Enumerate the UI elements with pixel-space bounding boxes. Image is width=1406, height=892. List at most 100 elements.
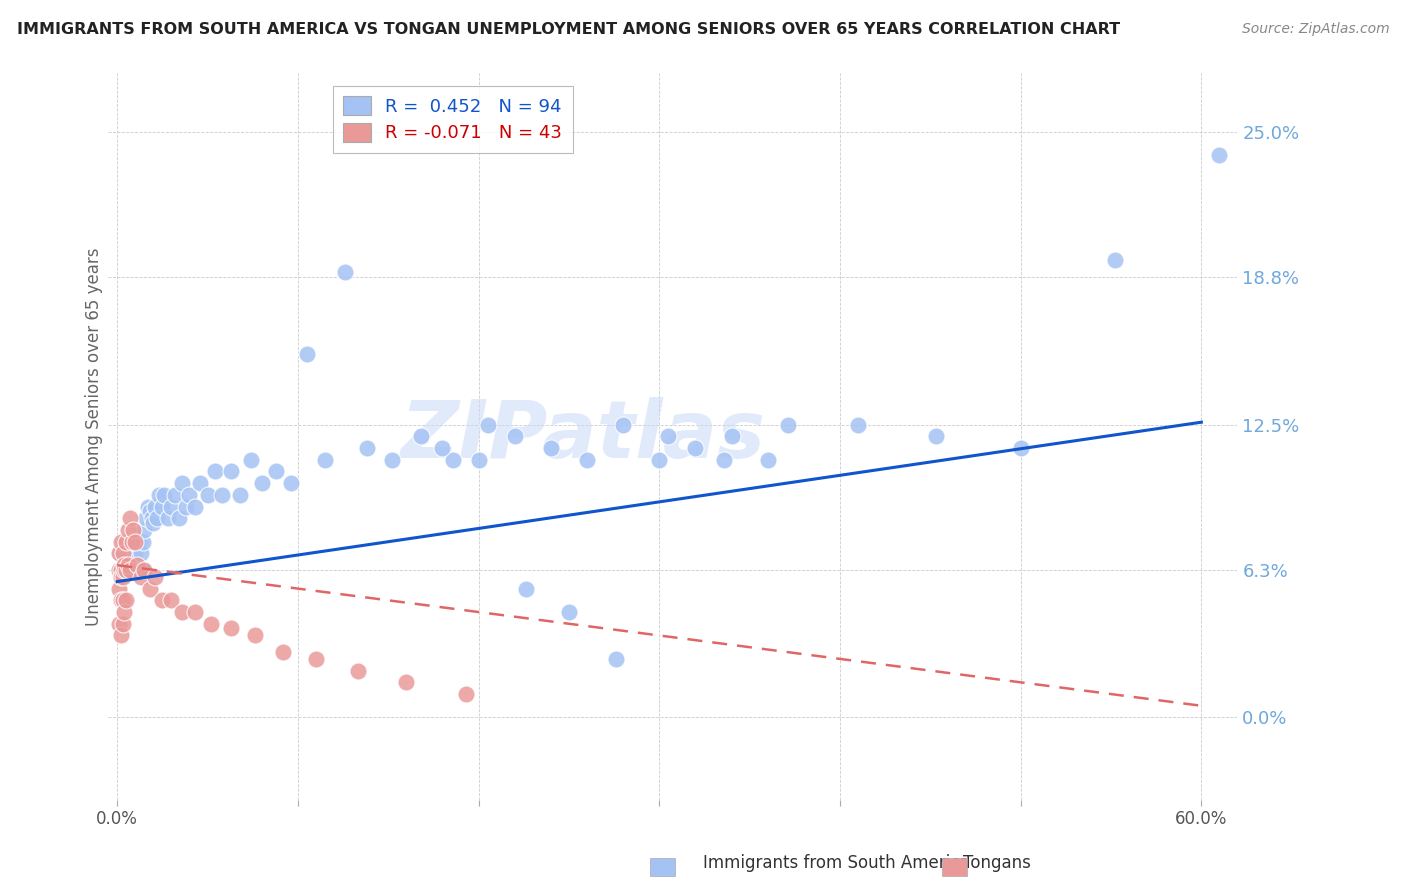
Point xyxy=(211,488,233,502)
Point xyxy=(111,563,134,577)
Point xyxy=(179,488,201,502)
Point xyxy=(118,563,141,577)
Point xyxy=(131,563,153,577)
Point xyxy=(110,563,132,577)
Point xyxy=(110,563,132,577)
Point xyxy=(381,452,404,467)
Point xyxy=(846,417,869,432)
Point xyxy=(118,563,141,577)
Point xyxy=(197,488,219,502)
Point xyxy=(305,652,328,666)
Point xyxy=(395,675,418,690)
Point xyxy=(540,441,562,455)
Point xyxy=(115,563,138,577)
Point xyxy=(143,500,166,514)
Point xyxy=(250,476,273,491)
Point xyxy=(110,563,132,577)
Point xyxy=(657,429,679,443)
Point xyxy=(172,605,194,619)
Point xyxy=(713,452,735,467)
Point xyxy=(117,546,139,560)
Point xyxy=(117,558,139,573)
Point xyxy=(441,452,464,467)
Point xyxy=(114,605,136,619)
Point xyxy=(204,464,226,478)
Point xyxy=(111,546,134,560)
Point xyxy=(124,546,146,560)
Point xyxy=(146,511,169,525)
Point xyxy=(142,516,165,530)
Point xyxy=(467,452,489,467)
Point xyxy=(163,488,186,502)
Point xyxy=(121,534,143,549)
Point xyxy=(1208,148,1230,162)
Point xyxy=(356,441,378,455)
Point xyxy=(127,563,149,577)
Point xyxy=(111,593,134,607)
Point xyxy=(110,593,132,607)
Point xyxy=(114,558,136,573)
Point xyxy=(135,511,157,525)
Point xyxy=(188,476,211,491)
Point xyxy=(114,563,136,577)
Point xyxy=(111,570,134,584)
Point xyxy=(114,534,136,549)
Point xyxy=(184,605,207,619)
Point xyxy=(720,429,742,443)
Point xyxy=(108,616,131,631)
Point xyxy=(108,563,131,577)
Point xyxy=(129,546,152,560)
Point xyxy=(121,534,143,549)
Point xyxy=(122,546,145,560)
Point xyxy=(110,570,132,584)
Point xyxy=(153,488,176,502)
Point xyxy=(219,464,242,478)
Point xyxy=(115,534,138,549)
Point xyxy=(432,441,454,455)
Point xyxy=(111,546,134,560)
Point xyxy=(114,563,136,577)
Point xyxy=(117,563,139,577)
Point xyxy=(115,546,138,560)
Point xyxy=(160,500,183,514)
Point xyxy=(515,582,537,596)
Point xyxy=(111,616,134,631)
Point xyxy=(134,523,156,537)
Point xyxy=(127,558,149,573)
Point xyxy=(1104,253,1126,268)
Point xyxy=(409,429,432,443)
Text: Tongans: Tongans xyxy=(963,855,1031,872)
Text: IMMIGRANTS FROM SOUTH AMERICA VS TONGAN UNEMPLOYMENT AMONG SENIORS OVER 65 YEARS: IMMIGRANTS FROM SOUTH AMERICA VS TONGAN … xyxy=(17,22,1121,37)
Point xyxy=(156,511,179,525)
Point xyxy=(558,605,581,619)
Point xyxy=(612,417,634,432)
Point xyxy=(108,546,131,560)
Point xyxy=(139,504,162,518)
Point xyxy=(108,546,131,560)
Point xyxy=(141,511,163,525)
Point xyxy=(127,534,149,549)
Point xyxy=(243,628,266,642)
Point xyxy=(167,511,190,525)
Point xyxy=(134,563,156,577)
Point xyxy=(219,622,242,636)
Point xyxy=(925,429,948,443)
Point xyxy=(117,523,139,537)
Point xyxy=(776,417,799,432)
Point xyxy=(122,563,145,577)
Point xyxy=(148,488,170,502)
Text: Source: ZipAtlas.com: Source: ZipAtlas.com xyxy=(1241,22,1389,37)
Point xyxy=(152,593,174,607)
Point xyxy=(136,500,159,514)
Point xyxy=(756,452,779,467)
Point xyxy=(174,500,197,514)
Point xyxy=(184,500,207,514)
Point xyxy=(110,563,132,577)
Point xyxy=(346,664,368,678)
Point xyxy=(124,534,146,549)
Point xyxy=(108,582,131,596)
Point xyxy=(128,534,150,549)
Point xyxy=(160,593,183,607)
Text: Immigrants from South America: Immigrants from South America xyxy=(703,855,970,872)
Point xyxy=(576,452,599,467)
